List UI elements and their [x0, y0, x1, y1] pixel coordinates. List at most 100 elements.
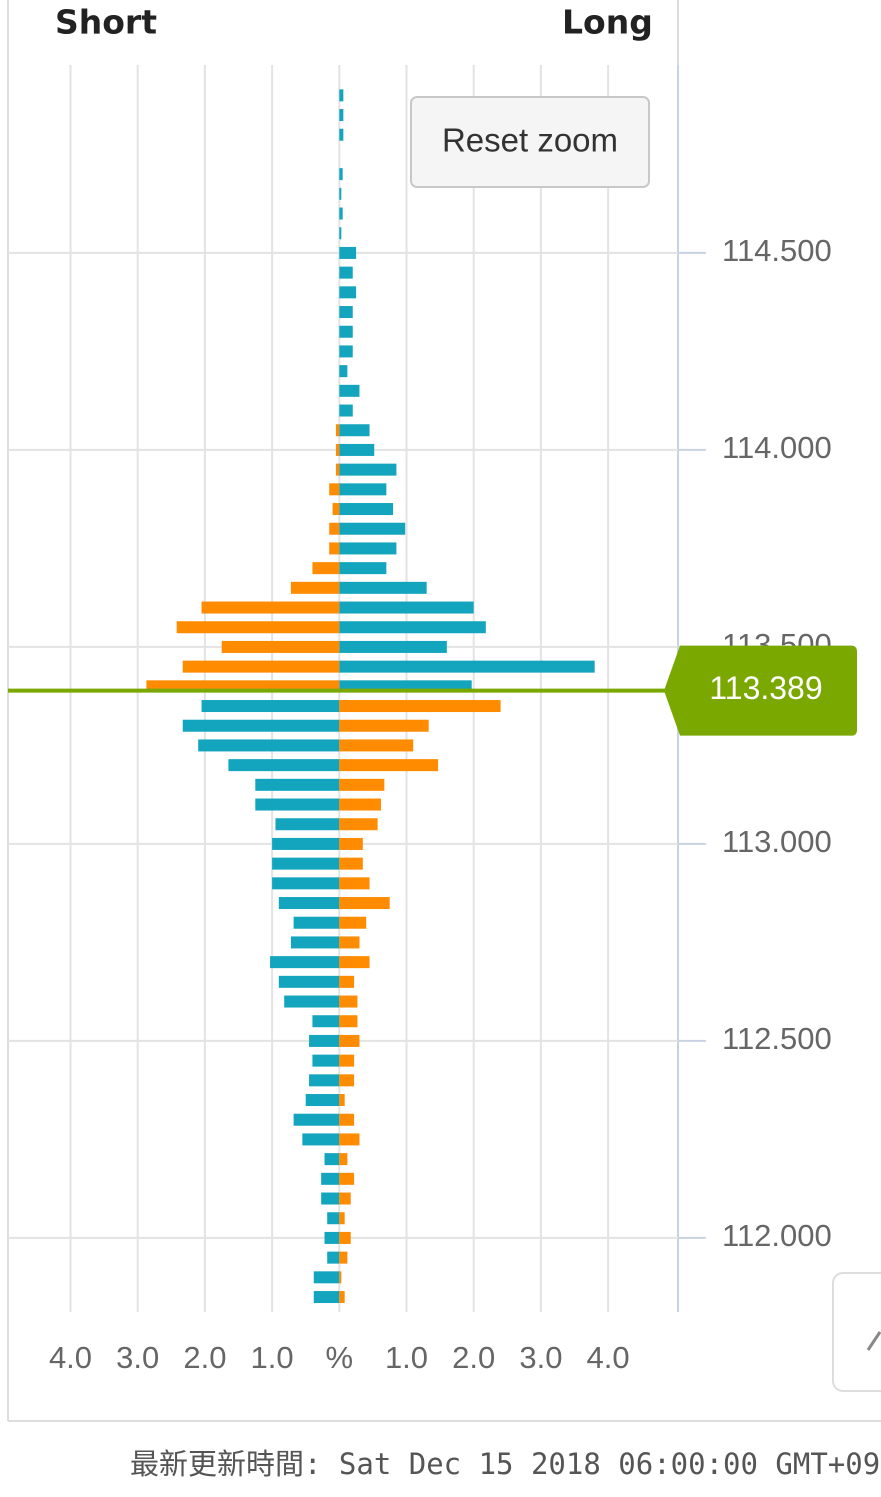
bar	[339, 424, 370, 437]
current-price-label: 113.389	[709, 670, 822, 706]
bar	[339, 1054, 355, 1067]
bar	[324, 1153, 340, 1166]
bar	[339, 443, 375, 456]
bar	[309, 1074, 340, 1087]
bar	[272, 837, 340, 850]
bar	[339, 562, 387, 575]
bar	[339, 877, 370, 890]
bar	[339, 345, 353, 358]
bar	[339, 483, 387, 496]
bar	[332, 503, 340, 516]
bar	[329, 542, 340, 555]
bar	[339, 640, 447, 653]
bar	[312, 562, 340, 575]
long-label: Long	[562, 3, 653, 42]
bar	[339, 266, 353, 279]
bar	[278, 897, 340, 910]
bar	[339, 286, 357, 299]
bar	[313, 1291, 340, 1304]
bar	[339, 1271, 342, 1284]
bar	[339, 522, 406, 535]
bar	[339, 1251, 348, 1264]
x-tick-label: 1.0	[385, 1340, 428, 1375]
bar	[221, 640, 340, 653]
bar	[339, 837, 363, 850]
bar	[339, 700, 501, 713]
button-label[interactable]: Reset zoom	[442, 122, 618, 159]
bar	[293, 916, 340, 929]
bar	[339, 936, 360, 949]
bar	[339, 897, 390, 910]
bar	[339, 1231, 351, 1244]
bar	[290, 581, 340, 594]
bar	[339, 187, 342, 200]
bar	[290, 936, 340, 949]
bar	[339, 660, 595, 673]
bar	[339, 1172, 355, 1185]
x-tick-label: 4.0	[49, 1340, 92, 1375]
bar	[339, 128, 344, 141]
bar	[182, 660, 340, 673]
x-tick-label: 3.0	[519, 1340, 562, 1375]
y-tick-label: 113.000	[722, 824, 832, 859]
reset-zoom-button[interactable]: Reset zoom	[410, 96, 650, 188]
bar	[339, 581, 427, 594]
bar	[321, 1172, 340, 1185]
bar	[339, 1192, 351, 1205]
x-tick-label: 3.0	[116, 1340, 159, 1375]
x-tick-label: %	[326, 1340, 354, 1375]
bar	[339, 503, 394, 516]
bar	[339, 89, 344, 102]
bar	[272, 877, 340, 890]
bar	[339, 1015, 358, 1028]
bar	[272, 857, 340, 870]
bar	[339, 207, 343, 220]
bar	[339, 798, 381, 811]
bar	[339, 109, 344, 122]
bar	[339, 1074, 355, 1087]
x-tick-label: 2.0	[452, 1340, 495, 1375]
bar	[339, 325, 353, 338]
bar	[255, 778, 340, 791]
labels: 4.0 3.0 2.0 1.0% 1.0 2.0 3.0 4.0	[49, 1340, 630, 1375]
bar	[278, 975, 340, 988]
bar	[339, 759, 439, 772]
bar	[329, 483, 340, 496]
bar	[339, 739, 414, 752]
y-tick-label: 112.000	[722, 1218, 832, 1253]
current-price-box	[664, 645, 857, 736]
y-tick-label: 114.500	[722, 233, 832, 268]
bar	[309, 1034, 340, 1047]
y-tick-label: 112.500	[722, 1021, 832, 1056]
bar	[339, 956, 370, 969]
bar	[339, 1212, 345, 1225]
bars	[146, 89, 595, 1304]
bar	[201, 601, 340, 614]
x-tick-label: 4.0	[587, 1340, 630, 1375]
bar	[339, 818, 378, 831]
bar	[228, 759, 340, 772]
bar	[339, 384, 360, 397]
bar	[312, 1054, 340, 1067]
bar	[339, 306, 353, 319]
bar	[293, 1113, 340, 1126]
button-bg[interactable]	[410, 96, 650, 188]
bar	[339, 1034, 360, 1047]
bar	[270, 956, 340, 969]
bar	[339, 542, 397, 555]
bar	[176, 621, 340, 634]
bar	[339, 404, 353, 417]
bar	[198, 739, 340, 752]
x-tick-label: 1.0	[251, 1340, 294, 1375]
bar	[329, 522, 340, 535]
bar	[302, 1133, 340, 1146]
bar	[324, 1231, 340, 1244]
bar	[305, 1094, 340, 1107]
bar	[182, 719, 340, 732]
bar	[201, 700, 340, 713]
bar	[327, 1251, 340, 1264]
bar	[339, 1153, 348, 1166]
bar	[339, 719, 429, 732]
side-button[interactable]	[832, 1272, 881, 1392]
bar	[255, 798, 340, 811]
